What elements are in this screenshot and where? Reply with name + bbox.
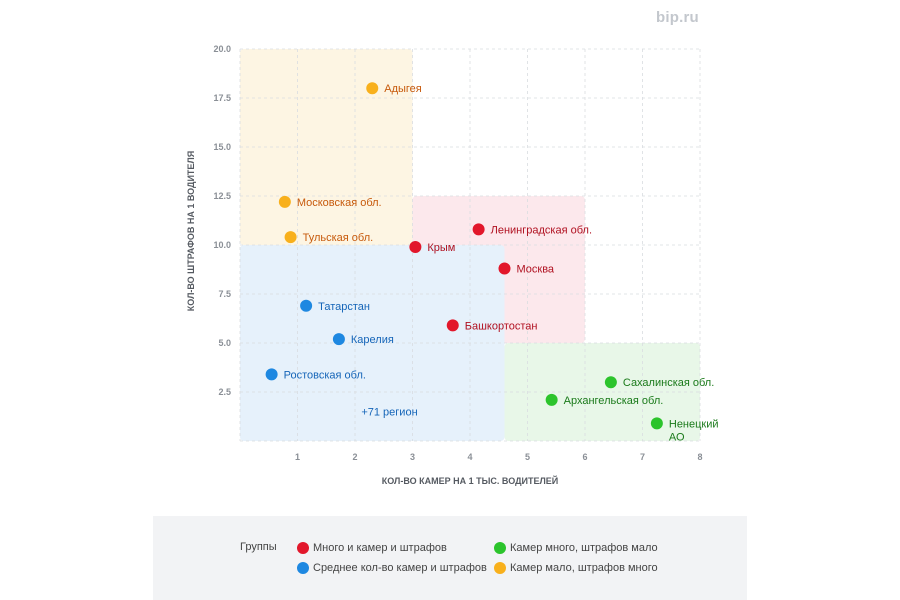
- legend-label: Среднее кол-во камер и штрафов: [313, 562, 487, 574]
- legend-label: Много и камер и штрафов: [313, 542, 447, 554]
- point-label: Татарстан: [318, 301, 370, 313]
- data-point: [332, 333, 345, 346]
- point-label: Тульская обл.: [303, 232, 374, 244]
- x-tick-label: 4: [467, 452, 472, 462]
- point-label: Сахалинская обл.: [623, 377, 714, 389]
- brand-logo: bip.ru: [656, 9, 699, 26]
- data-point: [366, 82, 379, 95]
- legend: Группы Много и камер и штрафов Камер мног…: [153, 516, 747, 600]
- y-tick-label: 10.0: [213, 240, 231, 250]
- point-label: Архангельская обл.: [564, 395, 664, 407]
- point-label: Ненецкий: [669, 418, 719, 430]
- y-tick-label: 2.5: [218, 387, 231, 397]
- x-tick-label: 6: [582, 452, 587, 462]
- data-point: [300, 299, 313, 312]
- x-tick-label: 2: [352, 452, 357, 462]
- legend-dot: [297, 562, 309, 574]
- y-tick-label: 12.5: [213, 191, 231, 201]
- y-tick-label: 17.5: [213, 93, 231, 103]
- y-tick-label: 15.0: [213, 142, 231, 152]
- data-point: [604, 376, 617, 389]
- data-point: [472, 223, 485, 236]
- point-label: Крым: [427, 242, 455, 254]
- x-axis-title: КОЛ-ВО КАМЕР НА 1 ТЫС. ВОДИТЕЛЕЙ: [382, 475, 559, 486]
- y-tick-label: 20.0: [213, 44, 231, 54]
- legend-title: Группы: [240, 541, 277, 553]
- data-point: [278, 195, 291, 208]
- point-label: Карелия: [351, 334, 394, 346]
- data-point: [409, 240, 422, 253]
- data-point: [446, 319, 459, 332]
- scatter-chart: 1 2 3 4 5 6 7 8 2.5 5.0 7.5 10.0 12.5 15.0 17.5 20.0 КОЛ…: [186, 44, 719, 486]
- point-label: Ростовская обл.: [284, 369, 366, 381]
- legend-dot: [297, 542, 309, 554]
- point-label: Московская обл.: [297, 197, 382, 209]
- annotation-other-regions: +71 регион: [361, 407, 417, 419]
- legend-label: Камер много, штрафов мало: [510, 542, 658, 554]
- x-tick-label: 1: [295, 452, 300, 462]
- data-point: [265, 368, 278, 381]
- point-label: Башкортостан: [465, 320, 538, 332]
- data-point: [650, 417, 663, 430]
- point-label: Москва: [517, 264, 555, 276]
- legend-dot: [494, 542, 506, 554]
- data-point: [498, 262, 511, 275]
- point-label: Ленинградская обл.: [491, 224, 592, 236]
- legend-label: Камер мало, штрафов много: [510, 562, 658, 574]
- x-tick-label: 3: [410, 452, 415, 462]
- legend-dot: [494, 562, 506, 574]
- data-point: [545, 393, 558, 406]
- x-tick-label: 5: [525, 452, 530, 462]
- point-label: Адыгея: [384, 83, 422, 95]
- y-tick-label: 7.5: [218, 289, 231, 299]
- point-label: АО: [669, 431, 685, 443]
- y-tick-label: 5.0: [218, 338, 231, 348]
- y-axis-title: КОЛ-ВО ШТРАФОВ НА 1 ВОДИТЕЛЯ: [186, 151, 196, 311]
- x-tick-label: 7: [640, 452, 645, 462]
- data-point: [284, 231, 297, 244]
- x-tick-label: 8: [697, 452, 702, 462]
